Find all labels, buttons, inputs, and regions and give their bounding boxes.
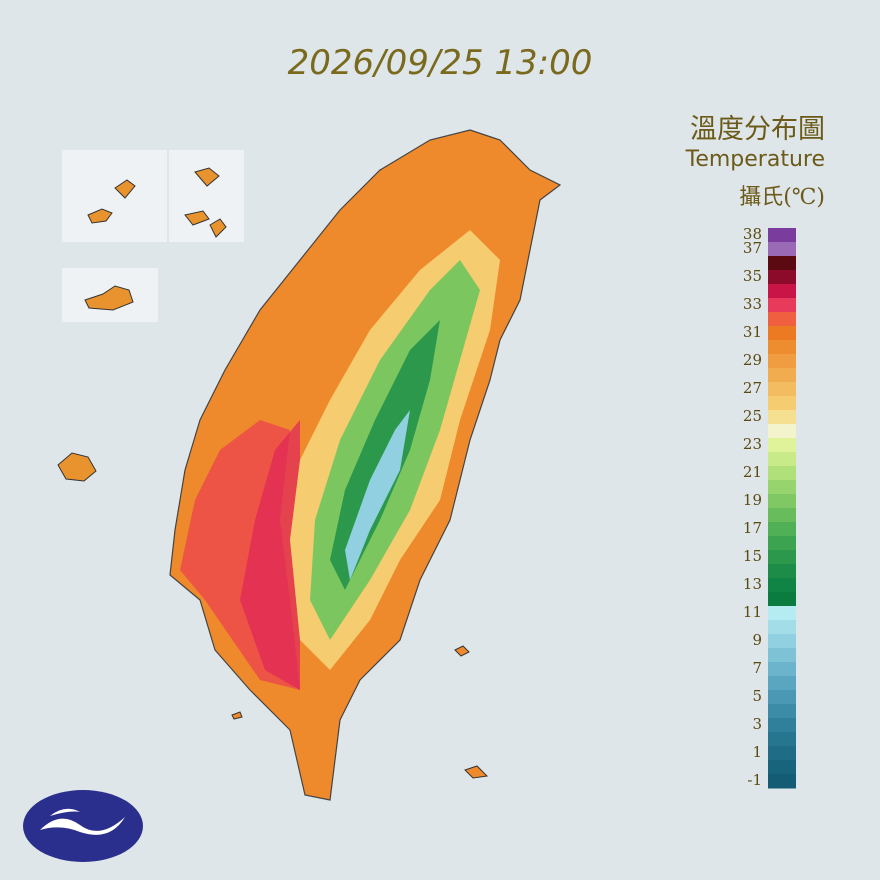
legend-swatch [768, 718, 796, 733]
legend-swatch [768, 466, 796, 481]
legend-swatch [768, 298, 796, 313]
taiwan [169, 129, 562, 801]
legend-tick-label: 11 [743, 603, 762, 621]
legend-tick-label: -1 [747, 771, 762, 789]
legend-tick-label: 9 [752, 631, 762, 649]
legend-swatch [768, 620, 796, 635]
legend-swatch [768, 508, 796, 523]
legend-swatch [768, 690, 796, 705]
legend-swatch [768, 452, 796, 467]
legend-swatch [768, 396, 796, 411]
legend-swatch [768, 270, 796, 285]
legend-swatch [768, 536, 796, 551]
timestamp: 2026/09/25 13:00 [288, 43, 593, 83]
legend-swatch [768, 340, 796, 355]
legend-swatch [768, 550, 796, 565]
insets [57, 150, 244, 482]
legend-tick-label: 21 [743, 463, 762, 481]
legend-swatch [768, 634, 796, 649]
legend-tick-label: 5 [752, 687, 762, 705]
legend-tick-label: 23 [743, 435, 762, 453]
legend-swatch [768, 732, 796, 747]
legend-swatch [768, 522, 796, 537]
legend-tick-label: 19 [743, 491, 762, 509]
legend-swatch [768, 256, 796, 271]
legend-tick-label: 37 [743, 239, 762, 257]
legend-swatch [768, 368, 796, 383]
legend-swatch [768, 648, 796, 663]
legend-swatch [768, 284, 796, 299]
legend-swatch [768, 228, 796, 243]
legend-tick-label: 7 [752, 659, 762, 677]
logo [23, 790, 143, 862]
legend-swatch [768, 382, 796, 397]
unit: 攝氏(℃) [739, 185, 825, 210]
legend-swatch [768, 564, 796, 579]
legend-swatch [768, 606, 796, 621]
legend-tick-label: 27 [743, 379, 762, 397]
legend-tick-label: 25 [743, 407, 762, 425]
legend-swatch [768, 242, 796, 257]
legend-swatch [768, 354, 796, 369]
legend-swatch [768, 592, 796, 607]
legend-swatch [768, 312, 796, 327]
legend-swatch [768, 704, 796, 719]
legend-swatch [768, 326, 796, 341]
legend-swatch [768, 662, 796, 677]
legend-tick-label: 17 [743, 519, 762, 537]
legend-swatch [768, 438, 796, 453]
legend-tick-label: 35 [743, 267, 762, 285]
legend-tick-label: 1 [752, 743, 762, 761]
legend-swatch [768, 410, 796, 425]
legend-tick-label: 38 [743, 225, 762, 243]
legend-swatch [768, 480, 796, 495]
legend-tick-label: 33 [743, 295, 762, 313]
legend-tick-label: 15 [743, 547, 762, 565]
legend-swatch [768, 774, 796, 789]
legend-swatch [768, 760, 796, 775]
legend-swatch [768, 676, 796, 691]
legend-tick-label: 29 [743, 351, 762, 369]
legend-tick-label: 3 [752, 715, 762, 733]
legend-tick-label: 13 [743, 575, 762, 593]
legend-tick-label: 31 [743, 323, 762, 341]
subtitle: Temperature [685, 147, 825, 172]
title: 溫度分布圖 [690, 114, 825, 145]
legend-swatch [768, 746, 796, 761]
legend-swatch [768, 494, 796, 509]
legend-swatch [768, 578, 796, 593]
legend-swatch [768, 424, 796, 439]
